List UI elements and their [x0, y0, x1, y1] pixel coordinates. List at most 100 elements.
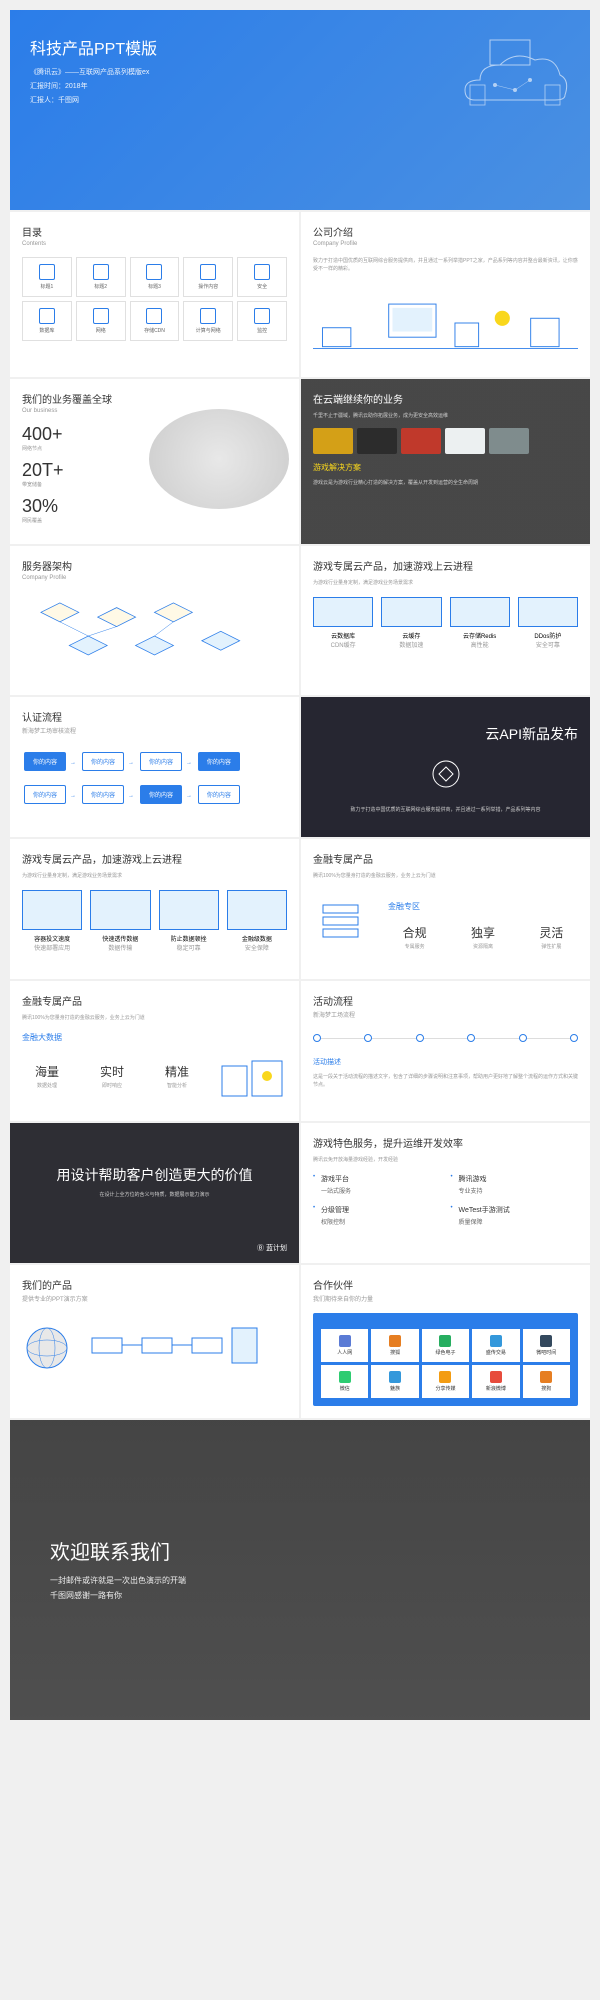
architecture-slide: 服务器架构 Company Profile [10, 546, 299, 695]
timeline [313, 1034, 578, 1042]
office-illustration [313, 283, 578, 363]
workflow-diagram [82, 1318, 262, 1378]
gp-title: 游戏专属云产品，加速游戏上云进程 [313, 558, 578, 573]
finance-slide: 金融专属产品 腾讯100%为您量身打造的金融云服务，业务上云为门道 金融专区 合… [301, 839, 590, 979]
game-thumbs [313, 428, 578, 454]
gs-list: 游戏平台一站式服务 腾讯游戏专业支持 分级管理权限控制 WeTest手游测试质量… [313, 1174, 578, 1226]
toc-item: 标题1 [22, 257, 72, 297]
contact-slide: 欢迎联系我们 一封邮件或许就是一次出色演示的开端 千图网感谢一路有你 [10, 1420, 590, 1720]
gp-item: 云存储Redis高性能 [450, 597, 510, 649]
toc-slide: 目录 Contents 标题1 标题2 标题3 操作内容 安全 数据库 网络 存… [10, 212, 299, 377]
arch-title: 服务器架构 [22, 558, 287, 573]
act-section: 活动描述 [313, 1057, 578, 1067]
toc-item: 数据库 [22, 301, 72, 341]
partner-item: 盛传交易 [472, 1329, 519, 1362]
design-slide: 用设计帮助客户创造更大的价值 在设计上全方位的含义与特质，数据展示能力演示 Ⓑ … [10, 1123, 299, 1263]
brand-label: Ⓑ 蓝计划 [257, 1243, 287, 1253]
data-illustration [217, 1051, 287, 1101]
server-icon [313, 895, 373, 955]
gp-item: 云缓存数据加速 [381, 597, 441, 649]
fin-cols: 合规专属服务 独享资源隔离 灵活弹性扩展 [388, 924, 578, 950]
api-title: 云API新品发布 [313, 724, 578, 744]
gp-desc: 为游戏行业量身定制，满足游戏业务场景需求 [313, 579, 578, 587]
company-title: 公司介绍 [313, 224, 578, 239]
cloud-illustration [455, 30, 575, 130]
api-desc: 致力于打造中国优质的互联网综合服务提供商，并且通过一系列举措，产品系列等内容 [313, 806, 578, 814]
flow-box: 你的内容 [24, 752, 66, 771]
gs-item: 腾讯游戏专业支持 [451, 1174, 579, 1195]
globe-icon [22, 1323, 72, 1373]
company-sub: Company Profile [313, 241, 578, 247]
toc-item: 标题2 [76, 257, 126, 297]
gc-item: 金融级数据安全保障 [227, 890, 287, 952]
act-desc: 这是一段关于活动流程的描述文字，包含了详细的步骤说明和注意事项，帮助用户更好地了… [313, 1073, 578, 1089]
bd-title: 金融专属产品 [22, 993, 287, 1008]
toc-item: 标题3 [130, 257, 180, 297]
cert-sub: 新海梦工场审核流程 [22, 726, 287, 735]
partner-item: 搜狗 [523, 1365, 570, 1398]
gc-item: 快速透传数据数据传输 [90, 890, 150, 952]
game-service-slide: 游戏特色服务，提升运维开发效率 腾讯云免开放海量游戏经验，开发经验 游戏平台一站… [301, 1123, 590, 1263]
company-desc: 致力于打造中国优质的互联网综合服务提供商，并且通过一系列举措PPT之家，产品系列… [313, 257, 578, 273]
fin-title: 金融专属产品 [313, 851, 578, 866]
toc-item: 计算与网络 [183, 301, 233, 341]
products-slide: 我们的产品 提供专业的PPT演示方案 [10, 1265, 299, 1418]
flow-box: 你的内容 [198, 785, 240, 804]
cb-title: 在云端继续你的业务 [313, 391, 578, 406]
hero-slide: 科技产品PPT模版 《腾讯云》——互联网产品系列模版ex 汇报时间：2018年 … [10, 10, 590, 210]
pt-sub: 我们期待来自你的力量 [313, 1294, 578, 1303]
toc-grid: 标题1 标题2 标题3 操作内容 安全 数据库 网络 存储CDN 计算与网络 监… [22, 257, 287, 341]
flow-box: 你的内容 [140, 785, 182, 804]
toc-item: 存储CDN [130, 301, 180, 341]
flow-box: 你的内容 [140, 752, 182, 771]
cb-section: 游戏解决方案 [313, 462, 578, 473]
bd-desc: 腾讯100%为您量身打造的金融云服务，业务上云为门道 [22, 1014, 287, 1022]
api-icon [313, 759, 578, 791]
toc-item: 网络 [76, 301, 126, 341]
arch-sub: Company Profile [22, 575, 287, 581]
gp-row: 云数据库CDN缓存 云缓存数据加速 云存储Redis高性能 DDos防护安全可靠 [313, 597, 578, 649]
activity-slide: 活动流程 新海梦工场流程 活动描述 这是一段关于活动流程的描述文字，包含了详细的… [301, 981, 590, 1121]
gc-row: 容器投文速度快速部署应用 快速透传数据数据传输 防止数据顿挫稳定可靠 金融级数据… [22, 890, 287, 952]
gp-item: 云数据库CDN缓存 [313, 597, 373, 649]
flow-box: 你的内容 [82, 752, 124, 771]
global-title: 我们的业务覆盖全球 [22, 391, 287, 406]
cert-slide: 认证流程 新海梦工场审核流程 你的内容→ 你的内容→ 你的内容→ 你的内容 你的… [10, 697, 299, 837]
toc-sub: Contents [22, 241, 287, 247]
api-slide: 云API新品发布 致力于打造中国优质的互联网综合服务提供商，并且通过一系列举措，… [301, 697, 590, 837]
flow-box: 你的内容 [24, 785, 66, 804]
fin-desc: 腾讯100%为您量身打造的金融云服务，业务上云为门道 [313, 872, 578, 880]
partner-item: 分享传媒 [422, 1365, 469, 1398]
design-title: 用设计帮助客户创造更大的价值 [22, 1165, 287, 1185]
pt-title: 合作伙伴 [313, 1277, 578, 1292]
bd-section: 金融大数据 [22, 1032, 287, 1043]
gs-desc: 腾讯云免开放海量游戏经验，开发经验 [313, 1156, 578, 1164]
bigdata-slide: 金融专属产品 腾讯100%为您量身打造的金融云服务，业务上云为门道 金融大数据 … [10, 981, 299, 1121]
globe-illustration [149, 409, 289, 509]
cb-section-desc: 游戏云是为游戏行业精心打造的解决方案，覆盖从开发到运营的全生命周期 [313, 479, 578, 487]
gp-item: DDos防护安全可靠 [518, 597, 578, 649]
contact-title: 欢迎联系我们 [50, 1536, 550, 1565]
gc-item: 容器投文速度快速部署应用 [22, 890, 82, 952]
cb-desc: 千里不止于疆域，腾讯云助你拓展业务，成为更安全高效运维 [313, 412, 578, 420]
gc-title: 游戏专属云产品，加速游戏上云进程 [22, 851, 287, 866]
fin-section: 金融专区 [388, 901, 578, 912]
toc-item: 操作内容 [183, 257, 233, 297]
pr-title: 我们的产品 [22, 1277, 287, 1292]
pr-sub: 提供专业的PPT演示方案 [22, 1294, 287, 1303]
gc-item: 防止数据顿挫稳定可靠 [159, 890, 219, 952]
cert-title: 认证流程 [22, 709, 287, 724]
act-sub: 新海梦工场流程 [313, 1010, 578, 1019]
bd-cols: 海量数据处理 实时即时响应 精准智能分析 [22, 1063, 202, 1089]
flow-row: 你的内容→ 你的内容→ 你的内容→ 你的内容 [22, 750, 287, 773]
act-title: 活动流程 [313, 993, 578, 1008]
partner-item: 微吧时间 [523, 1329, 570, 1362]
partner-item: 新浪微博 [472, 1365, 519, 1398]
gs-item: 分级管理权限控制 [313, 1205, 441, 1226]
toc-title: 目录 [22, 224, 287, 239]
contact-line1: 一封邮件或许就是一次出色演示的开端 [50, 1575, 550, 1586]
partner-item: 魅族 [371, 1365, 418, 1398]
toc-item: 监控 [237, 301, 287, 341]
toc-item: 安全 [237, 257, 287, 297]
design-desc: 在设计上全方位的含义与特质，数据展示能力演示 [22, 1191, 287, 1199]
